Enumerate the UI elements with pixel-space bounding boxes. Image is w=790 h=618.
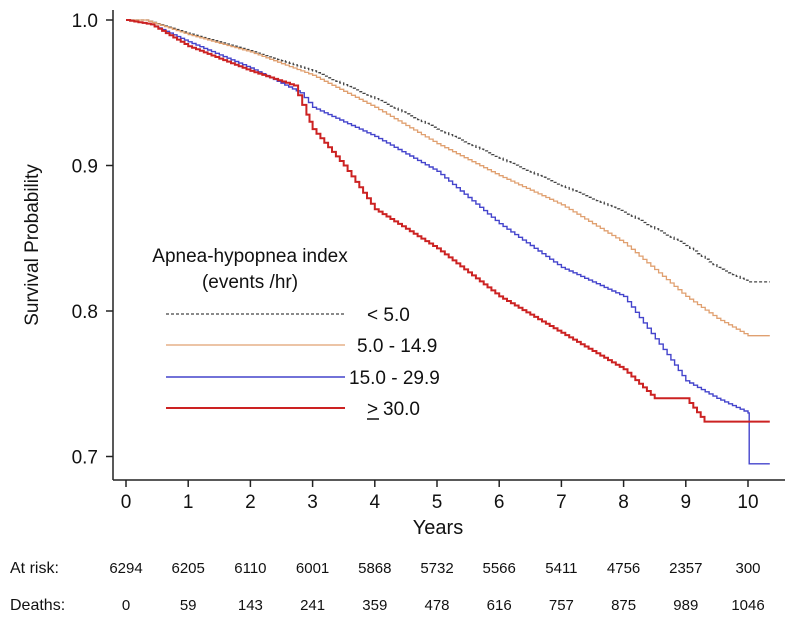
- x-axis-label: Years: [413, 517, 463, 539]
- at-risk-value: 5732: [420, 560, 453, 577]
- series-line-0: [126, 19, 770, 283]
- legend-ge-symbol: >: [367, 399, 378, 420]
- deaths-value: 359: [362, 597, 387, 614]
- legend-label-3: 30.0: [383, 399, 420, 420]
- deaths-value: 616: [487, 597, 512, 614]
- x-tick-label: 1: [183, 492, 194, 513]
- at-risk-value: 4756: [607, 560, 640, 577]
- y-ticks: 0.7 0.8 0.9 1.0: [72, 11, 113, 469]
- at-risk-value: 2357: [669, 560, 702, 577]
- at-risk-value: 6205: [172, 560, 205, 577]
- at-risk-value: 6294: [109, 560, 142, 577]
- risk-table: At risk: Deaths: 6294 6205 6110 6001 5868 573…: [10, 560, 765, 614]
- at-risk-value: 5411: [545, 560, 577, 577]
- x-tick-label: 4: [370, 492, 381, 513]
- series-line-2: [126, 19, 770, 465]
- x-tick-label: 8: [618, 492, 629, 513]
- deaths-value: 875: [611, 597, 636, 614]
- at-risk-label: At risk:: [10, 560, 59, 577]
- x-ticks: 0 1 2 3 4 5 6 7 8 9 10: [121, 480, 759, 513]
- legend-title-line2: (events /hr): [202, 272, 298, 293]
- deaths-value: 757: [549, 597, 574, 614]
- y-axis-label: Survival Probability: [22, 164, 43, 326]
- deaths-value: 143: [238, 597, 263, 614]
- deaths-value: 59: [180, 597, 197, 614]
- y-tick-label: 1.0: [72, 11, 98, 32]
- x-tick-label: 6: [494, 492, 505, 513]
- at-risk-value: 6001: [296, 560, 329, 577]
- deaths-label: Deaths:: [10, 597, 65, 614]
- legend-title-line1: Apnea-hypopnea index: [152, 246, 348, 267]
- series-lines: [126, 19, 770, 465]
- at-risk-value: 300: [735, 560, 760, 577]
- at-risk-value: 5868: [358, 560, 391, 577]
- x-tick-label: 7: [556, 492, 567, 513]
- deaths-value: 241: [300, 597, 325, 614]
- x-tick-label: 0: [121, 492, 132, 513]
- deaths-value: 989: [673, 597, 698, 614]
- series-line-3: [126, 19, 770, 423]
- plot-frame: [112, 10, 785, 481]
- at-risk-value: 5566: [483, 560, 516, 577]
- at-risk-value: 6110: [234, 560, 266, 577]
- deaths-value: 478: [424, 597, 449, 614]
- series-line-1: [126, 19, 770, 337]
- legend-label-0: < 5.0: [367, 305, 410, 326]
- x-tick-label: 9: [681, 492, 692, 513]
- legend-label-1: 5.0 - 14.9: [357, 336, 437, 357]
- legend: Apnea-hypopnea index (events /hr) < 5.0 5…: [152, 246, 440, 420]
- deaths-value: 1046: [731, 597, 764, 614]
- x-tick-label: 3: [307, 492, 318, 513]
- deaths-value: 0: [122, 597, 130, 614]
- x-tick-label: 2: [245, 492, 256, 513]
- y-tick-label: 0.8: [72, 302, 98, 323]
- y-tick-label: 0.7: [72, 448, 98, 469]
- x-tick-label: 10: [737, 492, 758, 513]
- legend-label-2: 15.0 - 29.9: [349, 368, 440, 389]
- x-tick-label: 5: [432, 492, 443, 513]
- y-tick-label: 0.9: [72, 157, 98, 178]
